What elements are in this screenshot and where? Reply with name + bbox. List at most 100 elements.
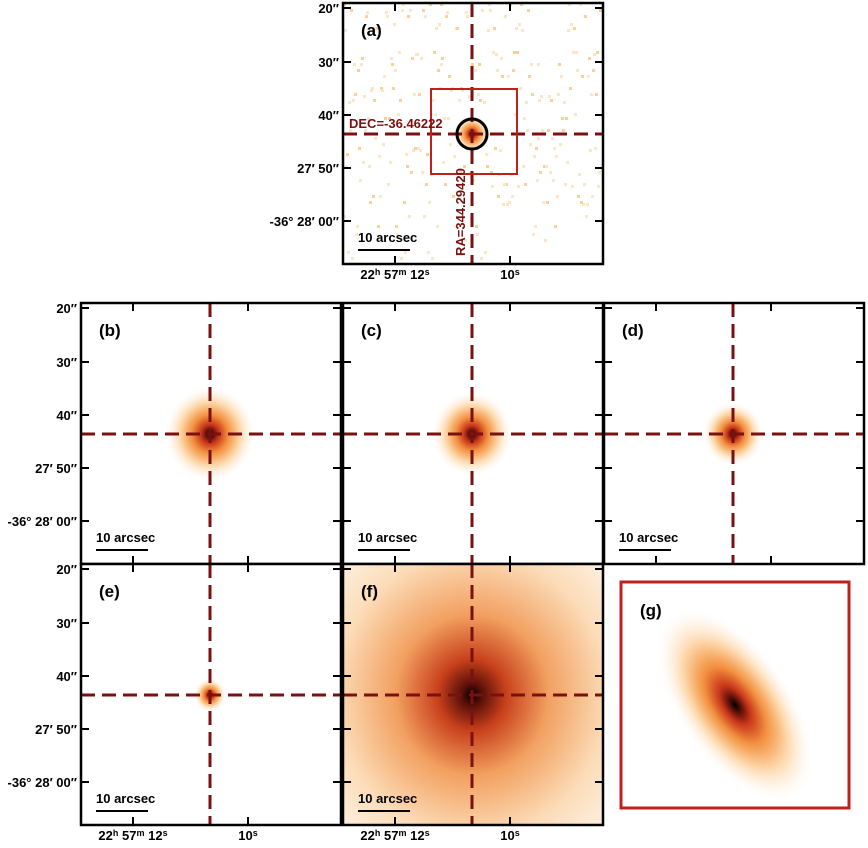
noise-pixel xyxy=(459,171,462,174)
noise-pixel xyxy=(396,233,399,236)
noise-pixel xyxy=(351,257,354,260)
noise-pixel xyxy=(421,171,424,174)
noise-pixel xyxy=(507,75,510,78)
noise-pixel xyxy=(477,93,480,96)
noise-pixel xyxy=(562,129,565,132)
noise-pixel xyxy=(567,29,570,32)
noise-pixel xyxy=(385,11,388,14)
noise-pixel xyxy=(412,149,415,152)
noise-pixel xyxy=(587,75,590,78)
noise-pixel xyxy=(539,171,542,174)
noise-pixel xyxy=(513,51,516,54)
noise-pixel xyxy=(404,251,407,254)
noise-pixel xyxy=(360,63,363,66)
noise-pixel xyxy=(450,89,453,92)
noise-pixel xyxy=(410,171,413,174)
noise-pixel xyxy=(521,29,524,32)
noise-pixel xyxy=(419,149,422,152)
noise-pixel xyxy=(572,51,575,54)
noise-pixel xyxy=(468,95,471,98)
noise-pixel xyxy=(372,195,375,198)
y-tick-label: 27′ 50″ xyxy=(35,461,77,476)
noise-pixel xyxy=(353,63,356,66)
noise-pixel xyxy=(529,143,532,146)
noise-pixel xyxy=(370,89,373,92)
noise-pixel xyxy=(553,147,556,150)
noise-pixel xyxy=(364,129,367,132)
noise-pixel xyxy=(550,99,553,102)
noise-pixel xyxy=(422,9,425,12)
noise-pixel xyxy=(516,51,519,54)
noise-pixel xyxy=(390,57,393,60)
noise-pixel xyxy=(423,215,426,218)
noise-pixel xyxy=(512,69,515,72)
noise-pixel xyxy=(526,129,529,132)
noise-pixel xyxy=(397,113,400,116)
noise-pixel xyxy=(474,69,477,72)
noise-pixel xyxy=(489,9,492,12)
noise-pixel xyxy=(586,203,589,206)
noise-pixel xyxy=(484,251,487,254)
noise-pixel xyxy=(557,93,560,96)
x-tick-part: s xyxy=(425,828,430,838)
x-tick-part: 10 xyxy=(500,828,514,843)
noise-pixel xyxy=(491,185,494,188)
noise-pixel xyxy=(496,69,499,72)
noise-pixel xyxy=(456,27,459,30)
noise-pixel xyxy=(388,117,391,120)
noise-pixel xyxy=(480,257,483,260)
noise-pixel xyxy=(494,147,497,150)
panel-label: (g) xyxy=(640,601,662,620)
noise-pixel xyxy=(379,195,382,198)
y-tick-label: 27′ 50″ xyxy=(35,722,77,737)
noise-pixel xyxy=(534,225,537,228)
noise-pixel xyxy=(583,183,586,186)
noise-pixel xyxy=(493,27,496,30)
noise-pixel xyxy=(440,63,443,66)
noise-pixel xyxy=(425,183,428,186)
panel-image xyxy=(604,303,864,564)
noise-pixel xyxy=(391,63,394,66)
noise-pixel xyxy=(363,95,366,98)
noise-pixel xyxy=(490,171,493,174)
noise-pixel xyxy=(573,27,576,30)
noise-pixel xyxy=(394,69,397,72)
x-tick-part: 22 xyxy=(360,828,374,843)
noise-pixel xyxy=(515,27,518,30)
noise-pixel xyxy=(433,51,436,54)
noise-pixel xyxy=(389,161,392,164)
noise-pixel xyxy=(442,161,445,164)
noise-pixel xyxy=(424,15,427,18)
noise-pixel xyxy=(485,153,488,156)
noise-pixel xyxy=(400,257,403,260)
noise-pixel xyxy=(565,117,568,120)
noise-pixel xyxy=(486,165,489,168)
noise-pixel xyxy=(544,239,547,242)
noise-pixel xyxy=(555,155,558,158)
noise-pixel xyxy=(464,239,467,242)
y-tick-label: 40″ xyxy=(56,669,77,684)
noise-pixel xyxy=(599,9,602,12)
noise-pixel xyxy=(405,153,408,156)
noise-pixel xyxy=(508,201,511,204)
noise-pixel xyxy=(402,3,405,6)
noise-pixel xyxy=(371,87,374,90)
noise-pixel xyxy=(350,9,353,12)
noise-pixel xyxy=(446,11,449,14)
noise-pixel xyxy=(438,23,441,26)
panel-image xyxy=(343,303,603,564)
noise-pixel xyxy=(452,195,455,198)
noise-pixel xyxy=(519,87,522,90)
noise-pixel xyxy=(462,201,465,204)
noise-pixel xyxy=(465,11,468,14)
panel-label: (f) xyxy=(361,582,378,601)
panel-label: (c) xyxy=(361,321,382,340)
noise-pixel xyxy=(383,75,386,78)
noise-pixel xyxy=(441,57,444,60)
x-tick-part: 22 xyxy=(98,828,112,843)
noise-pixel xyxy=(434,113,437,116)
noise-pixel xyxy=(575,51,578,54)
noise-pixel xyxy=(373,99,376,102)
noise-pixel xyxy=(538,99,541,102)
panel-image xyxy=(343,564,603,825)
